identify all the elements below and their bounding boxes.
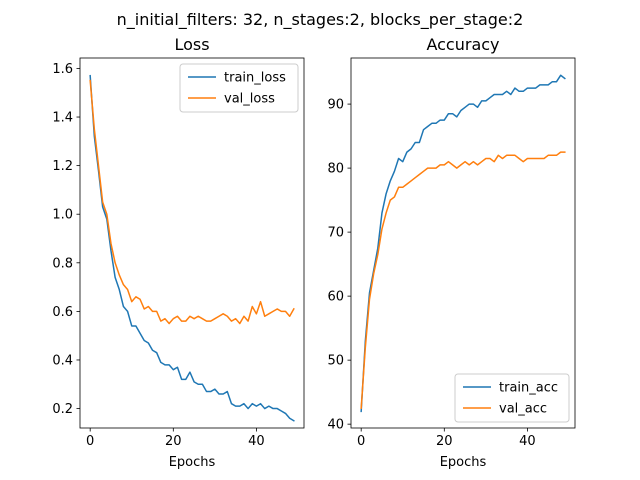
loss-axes-frame — [79, 57, 305, 429]
accuracy-series-train-acc-line — [360, 74, 566, 413]
loss-series-val-loss-line — [89, 79, 295, 325]
accuracy-legend-label-train-acc: train_acc — [499, 381, 558, 396]
accuracy-legend-box — [454, 373, 570, 423]
loss-legend-label-val-loss: val_loss — [224, 92, 275, 107]
loss-legend-label-train-loss: train_loss — [224, 71, 286, 86]
loss-x-tick-label: 40 — [248, 434, 265, 449]
loss-y-tick-label: 1.6 — [52, 62, 73, 77]
accuracy-legend-label-val-acc: val_acc — [499, 402, 547, 417]
loss-legend: train_loss val_loss — [179, 63, 299, 113]
accuracy-axes: Accuracy 0 20 40 40 50 60 70 80 90 Epochs train_acc… — [327, 35, 576, 470]
loss-y-tick-label: 0.2 — [52, 402, 73, 417]
loss-axes: Loss 0 20 40 0.2 0.4 0.6 0.8 1.0 1.2 1.4 1.6 Epochs t… — [52, 35, 305, 470]
accuracy-y-tick-label: 60 — [327, 290, 344, 305]
loss-x-axis-label: Epochs — [169, 455, 216, 470]
accuracy-x-tick-label: 20 — [436, 434, 453, 449]
figure-suptitle: n_initial_filters: 32, n_stages:2, block… — [117, 10, 524, 30]
loss-title: Loss — [174, 35, 209, 54]
accuracy-x-tick-label: 0 — [357, 434, 365, 449]
loss-y-tick-label: 1.0 — [52, 208, 73, 223]
loss-legend-box — [179, 63, 299, 113]
accuracy-series-val-acc-line — [360, 151, 566, 409]
loss-y-tick-label: 1.4 — [52, 111, 73, 126]
accuracy-y-tick-label: 90 — [327, 98, 344, 113]
accuracy-x-axis-label: Epochs — [440, 455, 487, 470]
loss-y-tick-label: 0.8 — [52, 256, 73, 271]
accuracy-title: Accuracy — [426, 35, 499, 54]
accuracy-y-tick-label: 40 — [327, 418, 344, 433]
loss-x-tick-label: 0 — [86, 434, 94, 449]
accuracy-y-tick-label: 80 — [327, 162, 344, 177]
accuracy-x-tick-label: 40 — [519, 434, 536, 449]
loss-y-tick-label: 0.4 — [52, 353, 73, 368]
accuracy-y-tick-label: 50 — [327, 354, 344, 369]
loss-y-tick-label: 0.6 — [52, 305, 73, 320]
loss-x-tick-label: 20 — [165, 434, 182, 449]
loss-series-train-loss-line — [89, 74, 295, 422]
accuracy-y-tick-label: 70 — [327, 226, 344, 241]
loss-y-tick-label: 1.2 — [52, 159, 73, 174]
accuracy-axes-frame — [350, 57, 576, 429]
accuracy-legend: train_acc val_acc — [454, 373, 570, 423]
